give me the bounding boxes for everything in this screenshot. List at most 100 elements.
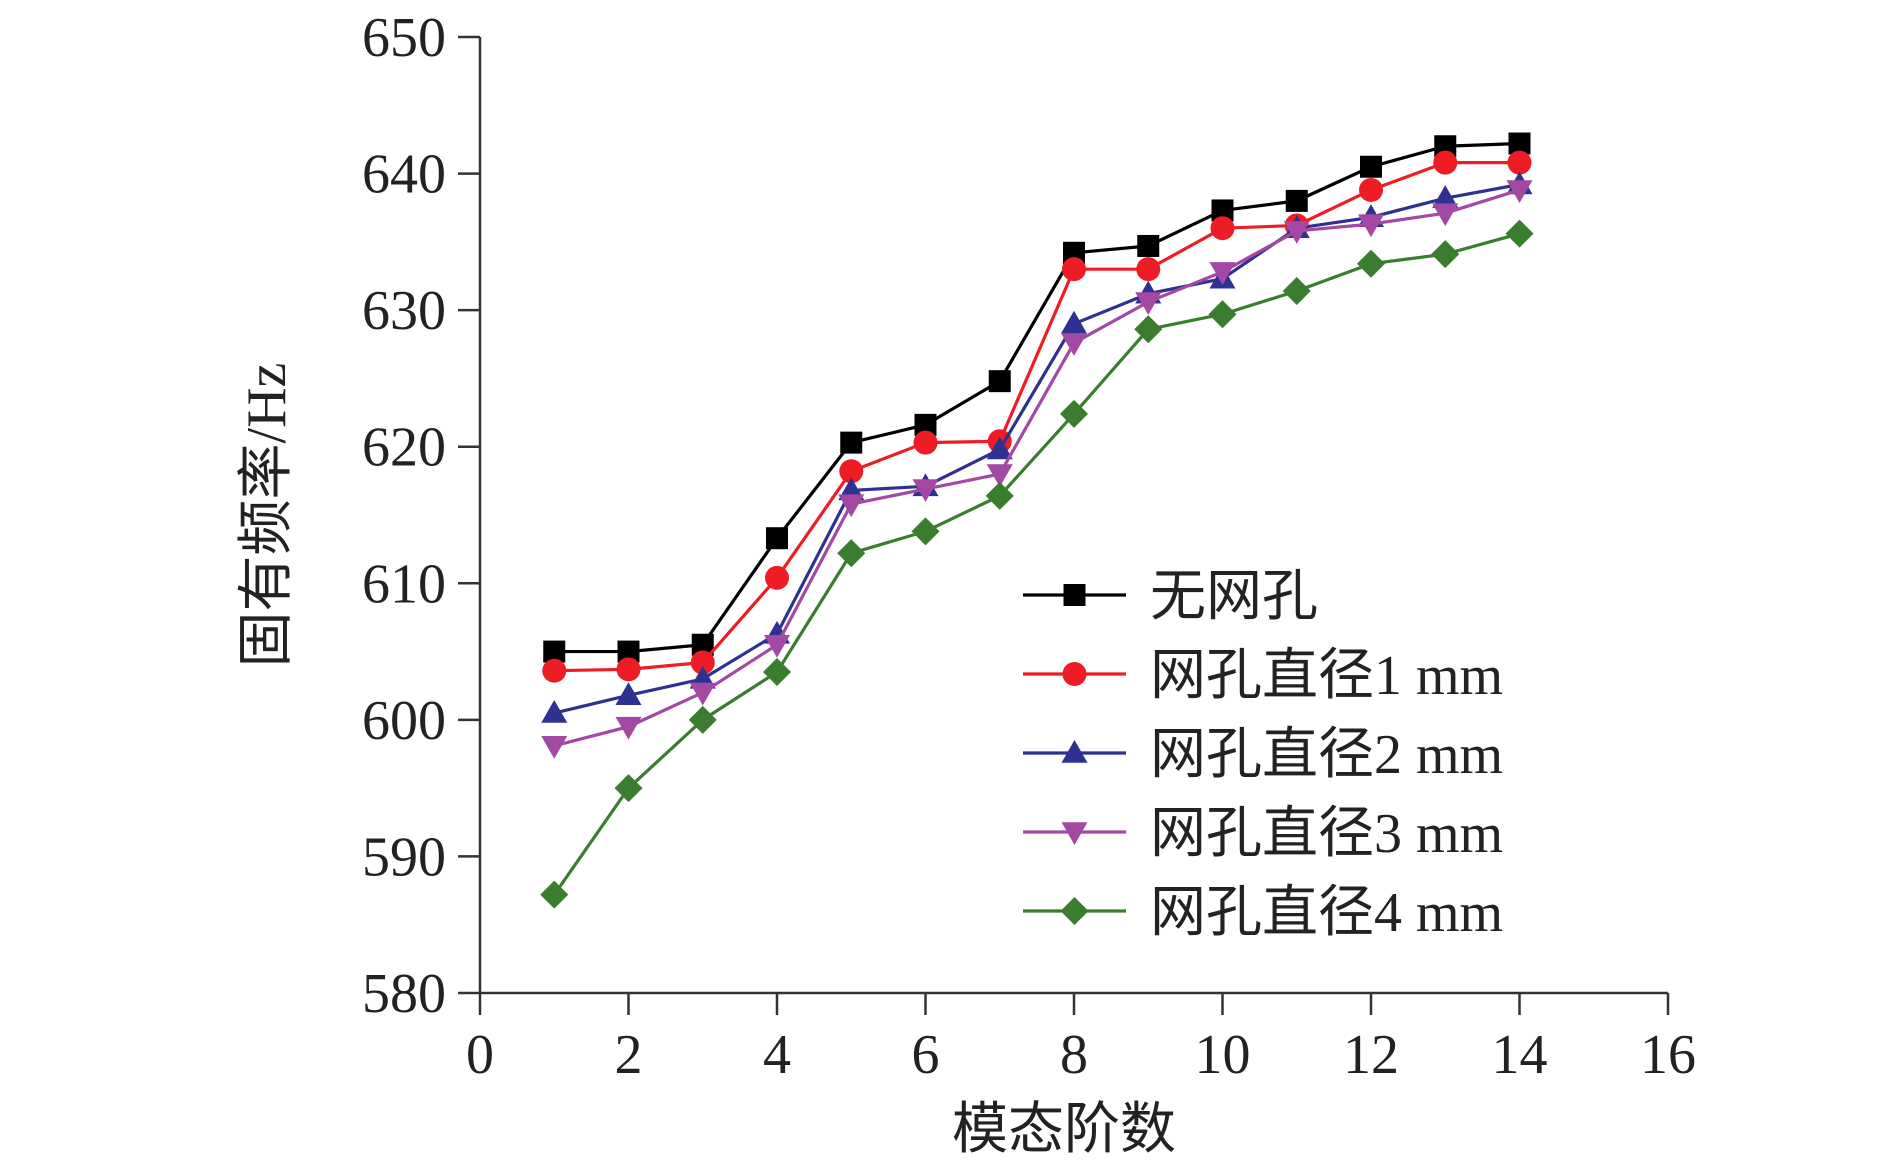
x-tick-label-2: 2 xyxy=(615,1024,643,1086)
series-网孔直径3-mm-point-10 xyxy=(1209,262,1236,285)
x-axis-title: 模态阶数 xyxy=(952,1099,1176,1161)
y-tick-label-620: 620 xyxy=(362,417,446,479)
series-网孔直径4-mm-point-8 xyxy=(1060,399,1088,428)
series-网孔直径4-mm-point-2 xyxy=(614,774,643,803)
y-tick-label-600: 600 xyxy=(362,690,446,752)
series-网孔直径2-mm-point-13 xyxy=(1432,185,1459,208)
x-tick-label-6: 6 xyxy=(912,1024,940,1086)
legend-marker-网孔直径3-mm xyxy=(1061,822,1088,845)
legend-item-网孔直径2-mm: 网孔直径2 mm xyxy=(1023,724,1503,786)
series-网孔直径1-mm xyxy=(542,150,1532,683)
series-网孔直径3-mm xyxy=(541,180,1533,759)
series-无网孔 xyxy=(543,132,1531,663)
series-网孔直径3-mm-point-11 xyxy=(1283,221,1310,244)
series-无网孔-point-4 xyxy=(766,527,788,550)
x-tick-label-14: 14 xyxy=(1492,1024,1548,1086)
series-网孔直径1-mm-point-13 xyxy=(1433,150,1458,175)
series-网孔直径3-mm-point-4 xyxy=(764,634,790,658)
legend-item-网孔直径4-mm: 网孔直径4 mm xyxy=(1023,882,1503,944)
x-tick-label-16: 16 xyxy=(1640,1024,1696,1086)
series-网孔直径4-mm-point-6 xyxy=(911,517,940,546)
series-网孔直径3-mm-point-13 xyxy=(1432,203,1459,227)
series-网孔直径3-mm-point-7 xyxy=(986,464,1013,488)
series-网孔直径2-mm-point-1 xyxy=(541,700,568,723)
series-layer xyxy=(540,132,1534,909)
series-网孔直径1-mm-point-8 xyxy=(1062,257,1086,282)
legend-label-无网孔: 无网孔 xyxy=(1150,566,1318,628)
series-无网孔-point-13 xyxy=(1434,135,1457,158)
x-tick-label-4: 4 xyxy=(763,1024,791,1086)
series-网孔直径1-mm-point-1 xyxy=(542,658,567,683)
y-tick-label-580: 580 xyxy=(362,963,446,1025)
legend-item-网孔直径1-mm: 网孔直径1 mm xyxy=(1023,645,1503,707)
series-网孔直径3-mm-point-3 xyxy=(689,682,716,706)
series-无网孔-point-10 xyxy=(1211,199,1234,222)
series-网孔直径1-mm-point-14 xyxy=(1507,150,1532,175)
series-无网孔-point-7 xyxy=(988,370,1011,393)
series-网孔直径1-mm-point-12 xyxy=(1359,177,1383,202)
series-网孔直径3-mm-point-12 xyxy=(1358,214,1384,238)
series-网孔直径2-mm-line xyxy=(553,182,1520,715)
legend-label-网孔直径4-mm: 网孔直径4 mm xyxy=(1150,882,1503,944)
series-网孔直径4-mm-point-9 xyxy=(1134,315,1163,344)
y-tick-label-630: 630 xyxy=(362,280,446,342)
y-tick-label-640: 640 xyxy=(362,144,446,206)
series-网孔直径1-mm-point-3 xyxy=(690,650,715,675)
series-无网孔-line xyxy=(554,141,1520,654)
legend-item-无网孔: 无网孔 xyxy=(1023,566,1318,628)
series-网孔直径4-mm-point-10 xyxy=(1208,300,1237,329)
series-网孔直径2-mm xyxy=(541,171,1533,723)
series-网孔直径4-mm-point-11 xyxy=(1282,277,1311,306)
series-网孔直径2-mm-point-2 xyxy=(615,682,642,706)
series-网孔直径1-mm-point-10 xyxy=(1210,216,1235,241)
series-网孔直径3-mm-point-8 xyxy=(1061,333,1087,356)
legend-marker-无网孔 xyxy=(1063,584,1086,606)
series-网孔直径3-mm-line xyxy=(553,188,1520,748)
series-网孔直径3-mm-point-9 xyxy=(1135,292,1162,315)
legend-item-网孔直径3-mm: 网孔直径3 mm xyxy=(1023,803,1503,865)
x-tick-label-8: 8 xyxy=(1060,1024,1088,1086)
axes: 580 590 600 610 620 630 640 650 0 2 4 6 8 10 12 14 16 模态阶… xyxy=(236,7,1696,1161)
y-tick-label-650: 650 xyxy=(362,7,446,69)
series-无网孔-point-11 xyxy=(1285,189,1308,212)
legend-marker-网孔直径1-mm xyxy=(1062,662,1087,686)
legend-label-网孔直径3-mm: 网孔直径3 mm xyxy=(1150,803,1503,865)
series-网孔直径4-mm-point-14 xyxy=(1505,219,1534,248)
legend-marker-网孔直径2-mm xyxy=(1061,740,1088,763)
series-网孔直径3-mm-point-6 xyxy=(912,479,939,503)
series-网孔直径1-mm-point-5 xyxy=(839,459,864,484)
series-网孔直径4-mm-point-1 xyxy=(540,880,569,909)
series-网孔直径1-mm-point-4 xyxy=(765,565,789,590)
series-网孔直径2-mm-point-8 xyxy=(1061,310,1087,334)
series-网孔直径4-mm-point-3 xyxy=(688,705,717,734)
y-axis-title: 固有频率/Hz xyxy=(236,363,298,668)
series-网孔直径3-mm-point-1 xyxy=(541,736,568,759)
series-网孔直径3-mm-point-5 xyxy=(838,494,865,518)
series-无网孔-point-9 xyxy=(1137,234,1160,257)
series-无网孔-point-2 xyxy=(617,640,640,663)
series-无网孔-point-1 xyxy=(543,640,566,663)
legend-label-网孔直径1-mm: 网孔直径1 mm xyxy=(1150,645,1503,707)
series-网孔直径4-mm-point-4 xyxy=(763,658,791,687)
series-网孔直径4-mm-point-5 xyxy=(837,539,866,568)
series-无网孔-point-3 xyxy=(691,633,714,656)
series-网孔直径1-mm-line xyxy=(554,161,1520,673)
series-网孔直径4-mm-point-13 xyxy=(1431,240,1460,269)
x-tick-label-12: 12 xyxy=(1343,1024,1399,1086)
y-tick-label-610: 610 xyxy=(362,553,446,615)
series-无网孔-point-8 xyxy=(1063,241,1085,264)
series-无网孔-point-12 xyxy=(1360,155,1382,178)
series-网孔直径2-mm-point-7 xyxy=(986,436,1013,460)
series-网孔直径1-mm-point-6 xyxy=(913,430,938,455)
series-网孔直径4-mm-line xyxy=(552,232,1520,896)
series-无网孔-point-6 xyxy=(914,413,937,436)
series-网孔直径4-mm xyxy=(540,219,1534,909)
series-网孔直径1-mm-point-2 xyxy=(616,657,641,682)
series-无网孔-point-14 xyxy=(1508,132,1531,155)
series-网孔直径4-mm-point-7 xyxy=(985,481,1014,510)
series-网孔直径3-mm-point-2 xyxy=(615,716,642,740)
x-tick-label-0: 0 xyxy=(466,1024,494,1086)
series-网孔直径3-mm-point-14 xyxy=(1506,180,1533,203)
